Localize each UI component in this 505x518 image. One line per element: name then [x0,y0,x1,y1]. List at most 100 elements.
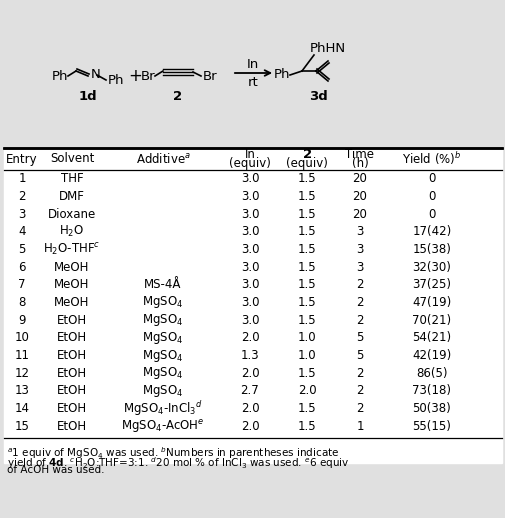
Text: 15: 15 [15,420,29,433]
Text: 73(18): 73(18) [412,384,450,397]
Text: EtOH: EtOH [57,367,87,380]
Text: 13: 13 [15,384,29,397]
Text: Ph: Ph [108,74,124,87]
Text: Yield (%)$^b$: Yield (%)$^b$ [401,151,461,167]
Text: 7: 7 [18,278,26,291]
Text: 12: 12 [15,367,29,380]
Text: 2: 2 [356,314,363,327]
Text: 1: 1 [18,172,26,185]
Text: 1.3: 1.3 [240,349,259,362]
Text: 1d: 1d [79,90,97,103]
Text: 32(30): 32(30) [412,261,450,274]
Text: THF: THF [61,172,83,185]
Text: 3.0: 3.0 [240,243,259,256]
Text: 9: 9 [18,314,26,327]
Text: EtOH: EtOH [57,384,87,397]
Text: 10: 10 [15,332,29,344]
Text: In: In [246,57,259,70]
Text: 1.5: 1.5 [297,296,316,309]
Text: 3.0: 3.0 [240,296,259,309]
Text: MgSO$_4$: MgSO$_4$ [142,365,183,381]
Text: 37(25): 37(25) [412,278,450,291]
Text: 3: 3 [356,261,363,274]
Text: 86(5): 86(5) [416,367,447,380]
Text: In: In [244,149,255,162]
Text: PhHN: PhHN [310,41,345,54]
Text: EtOH: EtOH [57,420,87,433]
Text: 1.5: 1.5 [297,278,316,291]
Text: H$_2$O-THF$^c$: H$_2$O-THF$^c$ [43,241,100,257]
Text: 0: 0 [427,190,435,203]
Text: 1.5: 1.5 [297,367,316,380]
Text: MgSO$_4$: MgSO$_4$ [142,295,183,310]
Text: 3: 3 [18,208,26,221]
Text: 3.0: 3.0 [240,278,259,291]
Text: MgSO$_4$-AcOH$^e$: MgSO$_4$-AcOH$^e$ [121,418,205,435]
Text: (equiv): (equiv) [285,156,327,169]
Text: 8: 8 [18,296,26,309]
Text: MgSO$_4$-InCl$_3$$^d$: MgSO$_4$-InCl$_3$$^d$ [123,399,203,418]
Text: 2.0: 2.0 [240,332,259,344]
Text: EtOH: EtOH [57,314,87,327]
Text: 70(21): 70(21) [412,314,450,327]
Text: 1.5: 1.5 [297,225,316,238]
Text: 3: 3 [356,243,363,256]
Text: MgSO$_4$: MgSO$_4$ [142,312,183,328]
Text: 0: 0 [427,172,435,185]
Text: 11: 11 [15,349,29,362]
Text: 47(19): 47(19) [412,296,451,309]
Text: 1: 1 [356,420,363,433]
Text: Solvent: Solvent [49,152,94,165]
Text: 20: 20 [352,208,367,221]
Text: 2.0: 2.0 [240,420,259,433]
Text: 1.5: 1.5 [297,261,316,274]
Text: 2.0: 2.0 [297,384,316,397]
Text: 0: 0 [427,208,435,221]
Text: $\mathbf{2}$: $\mathbf{2}$ [301,149,312,162]
Text: 2: 2 [173,90,182,103]
Text: 1.5: 1.5 [297,420,316,433]
Text: Br: Br [203,69,217,82]
Text: 1.5: 1.5 [297,243,316,256]
Text: rt: rt [247,76,258,89]
Text: H$_2$O: H$_2$O [59,224,84,239]
Text: 50(38): 50(38) [412,402,450,415]
Text: 42(19): 42(19) [412,349,451,362]
Text: EtOH: EtOH [57,332,87,344]
Text: Ph: Ph [52,69,68,82]
Text: 2.7: 2.7 [240,384,259,397]
Text: 15(38): 15(38) [412,243,450,256]
Text: 20: 20 [352,172,367,185]
Text: 3.0: 3.0 [240,208,259,221]
Text: N: N [91,68,100,81]
Text: (h): (h) [351,156,368,169]
Text: DMF: DMF [59,190,85,203]
Text: 1.0: 1.0 [297,332,316,344]
Text: MeOH: MeOH [54,296,89,309]
Text: EtOH: EtOH [57,402,87,415]
Text: 2: 2 [356,367,363,380]
Text: 4: 4 [18,225,26,238]
Text: 14: 14 [15,402,29,415]
Bar [4,148,501,463]
Text: Additive$^a$: Additive$^a$ [135,152,190,166]
Text: 2: 2 [356,384,363,397]
Text: 5: 5 [18,243,26,256]
Text: 5: 5 [356,349,363,362]
Text: Dioxane: Dioxane [48,208,96,221]
Text: 17(42): 17(42) [412,225,451,238]
Text: of AcOH was used.: of AcOH was used. [7,465,105,475]
Text: Entry: Entry [6,152,38,165]
Text: $^a$1 equiv of MgSO$_4$ was used. $^b$Numbers in parentheses indicate: $^a$1 equiv of MgSO$_4$ was used. $^b$Nu… [7,445,339,461]
Text: 2.0: 2.0 [240,367,259,380]
Text: 3.0: 3.0 [240,190,259,203]
Text: Br: Br [140,69,155,82]
Text: 6: 6 [18,261,26,274]
Text: 2: 2 [356,296,363,309]
Text: 3d: 3d [308,90,327,103]
Text: 1.5: 1.5 [297,402,316,415]
Text: +: + [128,67,142,85]
Text: 2: 2 [356,402,363,415]
Text: 1.0: 1.0 [297,349,316,362]
Text: 1.5: 1.5 [297,208,316,221]
